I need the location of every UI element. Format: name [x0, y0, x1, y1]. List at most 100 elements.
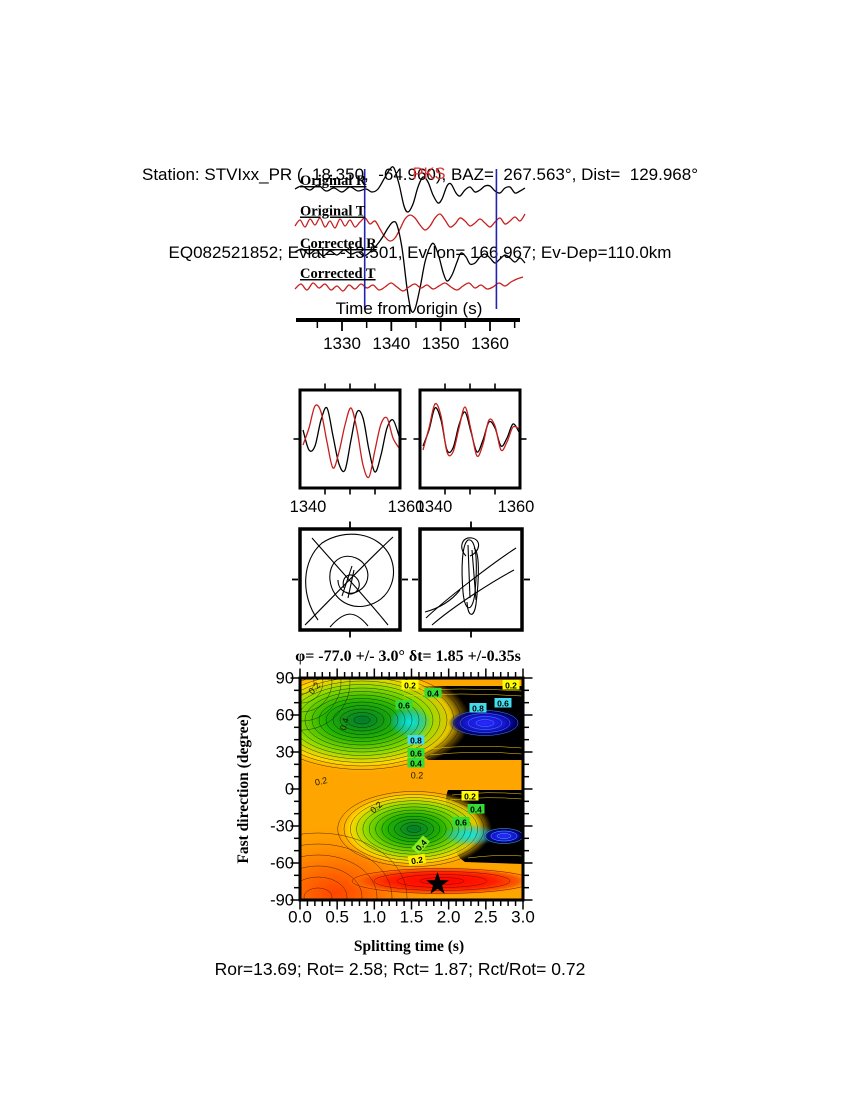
contour-label-box	[467, 804, 485, 814]
contour-label-text: 0.2	[464, 791, 476, 801]
contour-label: 0.2	[401, 680, 419, 690]
contour-line	[394, 819, 434, 839]
contour-label-text: 0.2	[314, 775, 328, 787]
window-box-original	[298, 388, 402, 490]
contour-line	[300, 865, 363, 900]
contour-label-box	[494, 698, 512, 708]
phase-arrival-label: PKS	[412, 165, 445, 183]
winR-tick-1360: 1360	[498, 498, 535, 516]
xtick-25: 2.5	[474, 908, 498, 927]
contour-line	[339, 708, 385, 732]
contour-line	[311, 694, 413, 746]
contour-label: 0.4	[424, 688, 442, 698]
contour-line	[300, 687, 427, 753]
contour-ticks	[290, 668, 533, 910]
particle-motion-curves	[304, 533, 517, 628]
trace-panel: Original R Original T Corrected R Correc…	[294, 165, 526, 353]
contour-line	[300, 678, 351, 731]
xtick-30: 3.0	[511, 908, 535, 927]
pm-curve	[304, 536, 394, 626]
contour-line	[300, 678, 448, 763]
window-box-ticks	[293, 383, 527, 495]
trace-label-corrected-t: Corrected T	[300, 266, 376, 282]
contour-line	[300, 678, 342, 722]
ytick-60: 60	[276, 707, 294, 725]
blue-minimum-low	[483, 828, 523, 844]
time-tick-1360: 1360	[471, 334, 509, 353]
trace-label-original-t: Original T	[300, 204, 366, 220]
pm-curve	[341, 565, 355, 599]
contour-label: 0.4	[338, 717, 351, 732]
contour-line	[381, 812, 447, 846]
blue-minimum-top	[448, 709, 522, 737]
contour-line	[449, 797, 523, 801]
contour-line	[403, 693, 523, 697]
contour-label-box	[502, 680, 520, 690]
contour-label-text: 0.2	[411, 770, 424, 780]
contour-label-box	[401, 680, 419, 690]
xtick-05: 0.5	[325, 908, 349, 927]
window-trace	[302, 404, 400, 479]
contour-line	[368, 806, 459, 852]
contour-label: 0.2	[461, 791, 479, 801]
window-trace	[302, 406, 400, 473]
contour-line	[427, 745, 523, 750]
contour-line	[467, 716, 503, 730]
trace-corrected-t	[294, 276, 524, 292]
trace-original-t	[294, 213, 526, 242]
cyan-region-top	[388, 706, 432, 738]
contour-label-text: 0.4	[410, 758, 422, 768]
contour-line	[325, 701, 399, 739]
contour-panel: φ= -77.0 +/- 3.0° δt= 1.85 +/-0.35s Fast…	[235, 648, 535, 955]
contour-label-box	[407, 748, 425, 758]
contour-line	[300, 678, 455, 767]
contour-label-text: 0.8	[472, 703, 484, 713]
contour-label: 0.2	[314, 775, 328, 787]
contour-line	[406, 825, 422, 833]
contour-line	[304, 691, 420, 749]
contour-label: 0.8	[407, 735, 425, 745]
best-fit-star	[426, 872, 449, 894]
contour-label-text: 0.4	[338, 717, 351, 732]
trace-corrected-r	[294, 220, 526, 313]
ytick-m90: -90	[270, 892, 294, 910]
contour-label-text: 0.4	[470, 804, 482, 814]
window-traces	[302, 402, 520, 479]
pm-box-corrected	[418, 527, 524, 632]
contour-label: 0.8	[469, 703, 487, 713]
contour-label-box	[407, 853, 427, 866]
time-axis	[296, 318, 520, 331]
contour-label-box	[469, 703, 487, 713]
contour-label-box	[411, 835, 431, 855]
pm-curve	[461, 537, 480, 557]
pm-curve	[467, 544, 477, 601]
window-trace	[422, 402, 520, 458]
winL-tick-1340: 1340	[290, 498, 327, 516]
contour-line	[467, 855, 523, 859]
ytick-30: 30	[276, 744, 294, 762]
contour-line	[300, 843, 393, 900]
event-info-line: EQ082521852; Evlat= -13.501, Ev-lon= 166…	[168, 243, 672, 262]
seismogram-traces	[294, 166, 526, 313]
contour-label: 0.2	[502, 680, 520, 690]
time-tick-1350: 1350	[422, 334, 460, 353]
station-info-line: Station: STVIxx_PR ( 18.350, -64.960), B…	[141, 165, 699, 184]
contour-line	[300, 832, 408, 900]
contour-line	[300, 678, 315, 695]
time-axis-label: Time from origin (s)	[336, 299, 483, 318]
xtick-10: 1.0	[362, 908, 386, 927]
contour-line	[490, 830, 518, 842]
green-region-top	[300, 678, 470, 774]
contour-line	[387, 815, 441, 842]
pm-curve	[342, 574, 360, 595]
contour-line	[300, 678, 333, 713]
contour-line	[353, 715, 371, 725]
ytick-0: 0	[285, 781, 294, 799]
analysis-window-lines	[363, 169, 498, 309]
ytick-m30: -30	[270, 818, 294, 836]
contour-line	[475, 719, 495, 727]
contour-line	[402, 688, 523, 692]
contour-label-box	[452, 817, 470, 827]
time-tick-1340: 1340	[372, 334, 410, 353]
